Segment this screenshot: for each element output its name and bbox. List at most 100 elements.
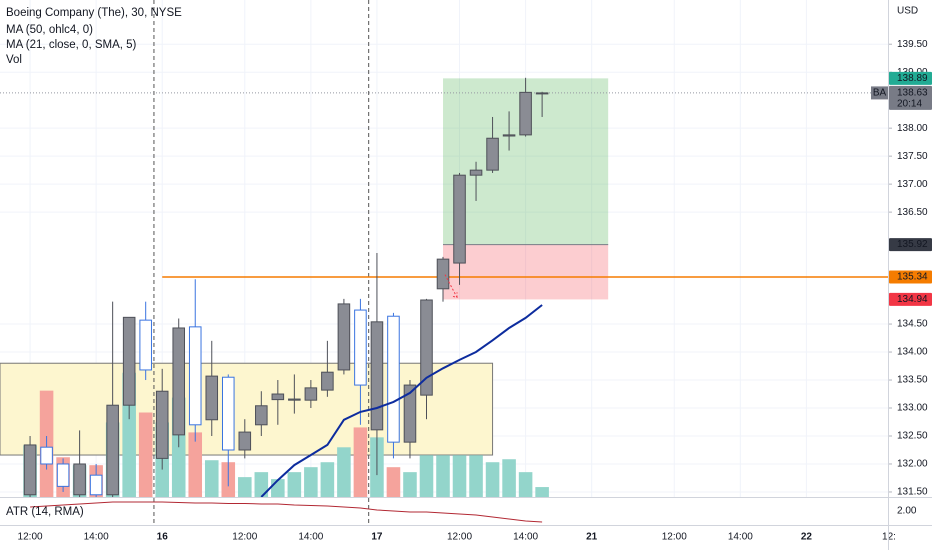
volume-bar [436, 455, 450, 497]
y-tick-label: 133.50 [897, 375, 928, 386]
x-tick-label: 17 [371, 532, 383, 543]
volume-bar [304, 467, 318, 497]
candle-body [370, 321, 384, 431]
indicator-legend: MA (21, close, 0, SMA, 5) [6, 39, 137, 51]
y-tick-label: 136.50 [897, 207, 928, 218]
candle-body [535, 92, 549, 95]
candle-body [188, 326, 202, 426]
volume-bar [254, 472, 269, 497]
candle-body [453, 174, 466, 264]
candle-body [288, 398, 301, 401]
volume-bar [403, 472, 417, 497]
price-label-box [889, 292, 932, 306]
volume-bar [188, 432, 203, 497]
volume-bar [138, 412, 153, 497]
price-label: 135.92 [897, 239, 928, 250]
y-tick-label: 137.50 [897, 151, 928, 162]
candle-body [354, 309, 367, 386]
indicator-legend: MA (50, ohlc4, 0) [6, 24, 93, 36]
symbol-label: BA [873, 88, 887, 99]
volume-bar [337, 447, 351, 497]
price-pane [0, 0, 888, 497]
x-tick-label: 14:00 [728, 532, 753, 543]
atr-line [30, 501, 543, 523]
price-label-box [889, 71, 932, 85]
volume-bar [419, 455, 434, 497]
y-tick-label: 139.50 [897, 39, 928, 50]
price-label: 134.94 [897, 294, 928, 305]
price-label: 135.34 [897, 272, 928, 283]
candle-body [139, 319, 152, 371]
candle-body [122, 316, 136, 406]
candle-body [337, 303, 351, 371]
candle-body [73, 463, 86, 496]
candle-body [486, 137, 499, 171]
candle-body [205, 375, 219, 421]
volume-bar [353, 427, 368, 497]
stop-zone [443, 244, 609, 300]
candle-body [23, 444, 37, 496]
x-tick-label: 14:00 [298, 532, 323, 543]
atr-pane [30, 498, 543, 525]
indicator-legend: Vol [6, 54, 22, 66]
volume-bar [469, 455, 483, 497]
candle-body [238, 431, 252, 451]
candle-body [469, 169, 483, 176]
y-tick-label: 137.00 [897, 179, 928, 190]
price-label-box [889, 238, 932, 252]
price-label-box [889, 85, 932, 110]
x-tick-label: 14:00 [84, 532, 109, 543]
candle-body [420, 299, 433, 396]
trade-arrow [444, 274, 458, 299]
y-tick-label: 138.00 [897, 123, 928, 134]
moving-average [260, 304, 543, 497]
volume-bar [502, 459, 516, 497]
candle-body [172, 327, 186, 436]
price-label: 138.89 [897, 73, 928, 84]
y-tick-label: 131.50 [897, 487, 928, 498]
volume-bar [485, 462, 500, 497]
candle-body [387, 315, 400, 443]
volume-bar [535, 487, 549, 497]
y-tick-label: 132.00 [897, 459, 928, 470]
x-tick-label: 12:00 [447, 532, 472, 543]
volume-bar [386, 467, 401, 497]
volume-bar [204, 460, 219, 497]
candle-body [321, 371, 334, 391]
chart-title: Boeing Company (The), 30, NYSE [6, 7, 182, 19]
y-tick-label: 133.00 [897, 403, 928, 414]
axes: 139.50139.00138.00137.50137.00136.50134.… [18, 39, 932, 543]
atr-legend: ATR (14, RMA) [6, 506, 84, 518]
atr-tick-label: 2.00 [897, 506, 917, 517]
price-label-box [889, 270, 932, 284]
candle-body [89, 474, 103, 496]
x-tick-label: 12:00 [18, 532, 43, 543]
candle-body [155, 390, 169, 459]
candle-body [106, 404, 119, 496]
candle-body [255, 405, 268, 426]
candle-body [502, 134, 516, 137]
x-tick-label: 21 [586, 532, 598, 543]
y-tick-label: 134.00 [897, 347, 928, 358]
candle-body [519, 91, 532, 136]
candle-body [403, 384, 417, 443]
volume-bar [452, 455, 467, 497]
volume-bar [271, 479, 285, 497]
volume-bar [518, 472, 533, 497]
candle-body [436, 258, 450, 290]
volume-bar [287, 472, 302, 497]
y-tick-label: 132.50 [897, 431, 928, 442]
currency-label: USD [897, 6, 918, 17]
y-tick-label: 134.50 [897, 319, 928, 330]
volume-bar [238, 477, 252, 497]
symbol-box [871, 86, 888, 100]
x-tick-label: 16 [157, 532, 169, 543]
candle-body [56, 463, 70, 487]
x-tick-label: 12:00 [232, 532, 257, 543]
price-label: 138.63 [897, 88, 928, 99]
x-tick-label: 22 [801, 532, 813, 543]
candle-body [40, 446, 53, 465]
volume-bar [320, 462, 335, 497]
